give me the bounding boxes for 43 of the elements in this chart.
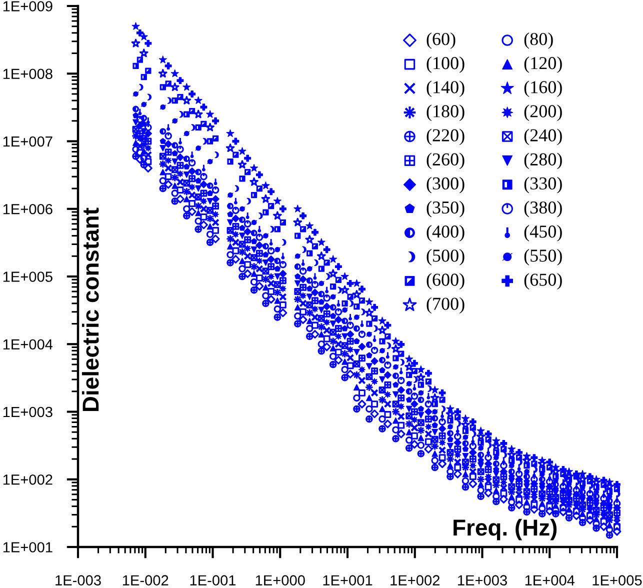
x-tick-label: 1E+004 xyxy=(525,575,575,586)
legend-label: (140) xyxy=(426,80,464,97)
x-tick-label: 1E+001 xyxy=(323,575,372,586)
legend-label: (350) xyxy=(426,200,464,218)
legend-label: (240) xyxy=(524,128,562,146)
legend-label: (500) xyxy=(426,249,464,266)
legend-label: (120) xyxy=(524,56,562,73)
legend-label: (550) xyxy=(524,249,562,266)
legend-label: (80) xyxy=(524,32,553,49)
x-tick-label: 1E+002 xyxy=(390,575,440,586)
x-tick-label: 1E+005 xyxy=(592,575,642,586)
legend-label: (160) xyxy=(524,80,562,97)
legend-label: (450) xyxy=(524,224,562,242)
x-tick-label: 1E+003 xyxy=(458,575,507,586)
y-tick-label: 1E+001 xyxy=(3,542,52,552)
legend-label: (330) xyxy=(524,176,562,194)
x-axis-title: Freq. (Hz) xyxy=(454,518,557,540)
y-tick-label: 1E+005 xyxy=(3,272,52,282)
legend-label: (220) xyxy=(426,128,464,146)
legend-label: (180) xyxy=(426,104,464,122)
y-tick-label: 1E+003 xyxy=(3,406,52,418)
legend-label: (380) xyxy=(524,200,562,218)
y-tick-label: 1E+006 xyxy=(3,204,52,214)
legend-label: (700) xyxy=(426,297,464,314)
legend-label: (200) xyxy=(524,104,562,122)
legend-label: (300) xyxy=(426,176,464,194)
legend-label: (260) xyxy=(426,152,464,170)
y-tick-label: 1E+002 xyxy=(3,474,52,485)
x-tick-label: 1E-002 xyxy=(122,575,168,586)
x-tick-label: 1E-001 xyxy=(190,575,236,586)
legend-label: (400) xyxy=(426,224,464,242)
legend-label: (280) xyxy=(524,152,562,170)
y-tick-label: 1E+008 xyxy=(3,68,52,80)
y-tick-label: 1E+004 xyxy=(3,339,53,350)
legend-label: (600) xyxy=(426,273,464,290)
x-tick-label: 1E+000 xyxy=(256,575,305,586)
legend-label: (650) xyxy=(524,273,562,290)
y-tick-label: 1E+007 xyxy=(3,136,52,147)
x-tick-label: 1E-003 xyxy=(56,575,101,586)
y-axis-title: Dielectric constant xyxy=(82,208,99,412)
y-tick-label: 1E+009 xyxy=(3,1,52,12)
legend-label: (60) xyxy=(426,32,456,49)
legend-label: (100) xyxy=(426,56,464,73)
